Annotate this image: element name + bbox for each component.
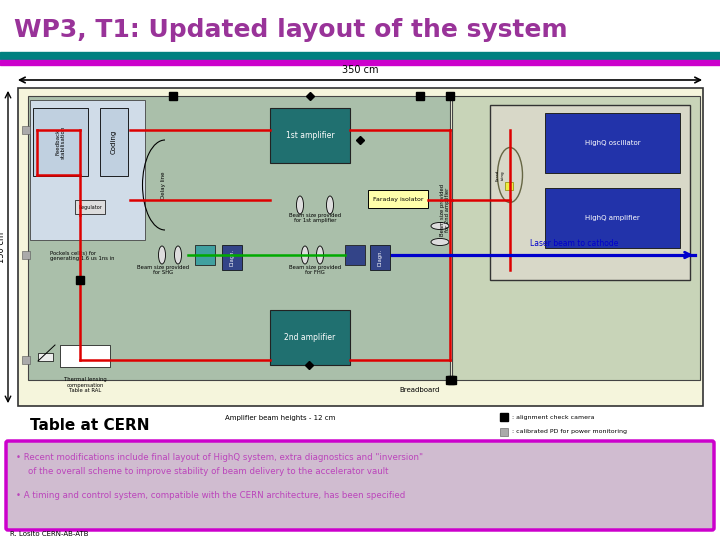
Text: Breadboard: Breadboard [400, 387, 440, 393]
Ellipse shape [158, 246, 166, 264]
Bar [30, 100, 145, 240]
Bar [28, 96, 450, 380]
Text: Beam size provided
for 2nd amplifier: Beam size provided for 2nd amplifier [440, 184, 451, 236]
Text: : alignment check camera: : alignment check camera [512, 415, 595, 420]
Text: 2nd amplifier: 2nd amplifier [284, 333, 336, 342]
Bar [505, 182, 513, 190]
Bar [22, 126, 30, 134]
Bar [500, 413, 508, 421]
Bar [416, 92, 424, 100]
Bar [222, 245, 242, 270]
Text: R. Losito CERN-AB-ATB: R. Losito CERN-AB-ATB [10, 531, 89, 537]
Bar [169, 92, 177, 100]
Bar [446, 92, 454, 100]
Bar [60, 345, 110, 367]
Text: Beam size provided
for SHG: Beam size provided for SHG [137, 265, 189, 275]
Bar [38, 353, 53, 361]
Bar [446, 376, 454, 384]
Ellipse shape [431, 239, 449, 246]
Text: HighQ amplifier: HighQ amplifier [585, 215, 640, 221]
Ellipse shape [297, 196, 304, 214]
Bar [75, 200, 105, 214]
Bar [33, 108, 88, 176]
Ellipse shape [317, 246, 323, 264]
Text: Diagn.: Diagn. [377, 249, 382, 266]
Text: Regulator: Regulator [78, 205, 102, 210]
Text: Pockels cell(s) for
generating 1.6 us 1ns in: Pockels cell(s) for generating 1.6 us 1n… [50, 251, 114, 261]
Bar [452, 96, 700, 380]
Ellipse shape [174, 246, 181, 264]
Text: Farad-
ising: Farad- ising [495, 168, 504, 181]
Text: 1st amplifier: 1st amplifier [286, 131, 334, 140]
Ellipse shape [302, 246, 308, 264]
Text: • A timing and control system, compatible with the CERN architecture, has been s: • A timing and control system, compatibl… [16, 490, 405, 500]
FancyBboxPatch shape [6, 441, 714, 530]
Bar [500, 428, 508, 436]
Text: • Recent modifications include final layout of HighQ system, extra diagnostics a: • Recent modifications include final lay… [16, 454, 423, 462]
Bar [22, 356, 30, 364]
Bar [270, 108, 350, 163]
Text: Beam size provided
for FHG: Beam size provided for FHG [289, 265, 341, 275]
Ellipse shape [431, 222, 449, 230]
Bar [545, 113, 680, 173]
Bar [368, 190, 428, 208]
Text: Delay line: Delay line [161, 171, 166, 199]
Bar [448, 376, 456, 384]
Text: Coding: Coding [111, 130, 117, 154]
Bar [18, 88, 703, 406]
Bar [370, 245, 390, 270]
Text: 150 cm: 150 cm [0, 232, 6, 262]
Text: 350 cm: 350 cm [342, 65, 378, 75]
Bar [345, 245, 365, 265]
Bar [100, 108, 128, 176]
Text: WP3, T1: Updated layout of the system: WP3, T1: Updated layout of the system [14, 18, 567, 42]
Bar [545, 188, 680, 248]
Text: Feedback
stabilisation: Feedback stabilisation [55, 125, 66, 159]
Bar [22, 251, 30, 259]
Text: Amplifier beam heights - 12 cm: Amplifier beam heights - 12 cm [225, 415, 336, 421]
Text: Thermal lensing
compensation
Table at RAL: Thermal lensing compensation Table at RA… [63, 377, 107, 393]
Bar [0, 52, 720, 59]
Text: : calibrated PD for power monitoring: : calibrated PD for power monitoring [512, 429, 627, 435]
Bar [76, 276, 84, 284]
Text: Diagn.: Diagn. [230, 249, 235, 266]
Text: of the overall scheme to improve stability of beam delivery to the accelerator v: of the overall scheme to improve stabili… [28, 467, 389, 476]
Ellipse shape [326, 196, 333, 214]
Bar [270, 310, 350, 365]
Text: Laser beam to cathode: Laser beam to cathode [530, 239, 618, 248]
Text: Beam size provided
for 1st amplifier: Beam size provided for 1st amplifier [289, 213, 341, 224]
Text: Faraday isolator: Faraday isolator [373, 197, 423, 201]
Bar [490, 105, 690, 280]
Bar [195, 245, 215, 265]
Text: HighQ oscillator: HighQ oscillator [585, 140, 640, 146]
Bar [0, 60, 720, 65]
Text: Table at CERN: Table at CERN [30, 417, 150, 433]
